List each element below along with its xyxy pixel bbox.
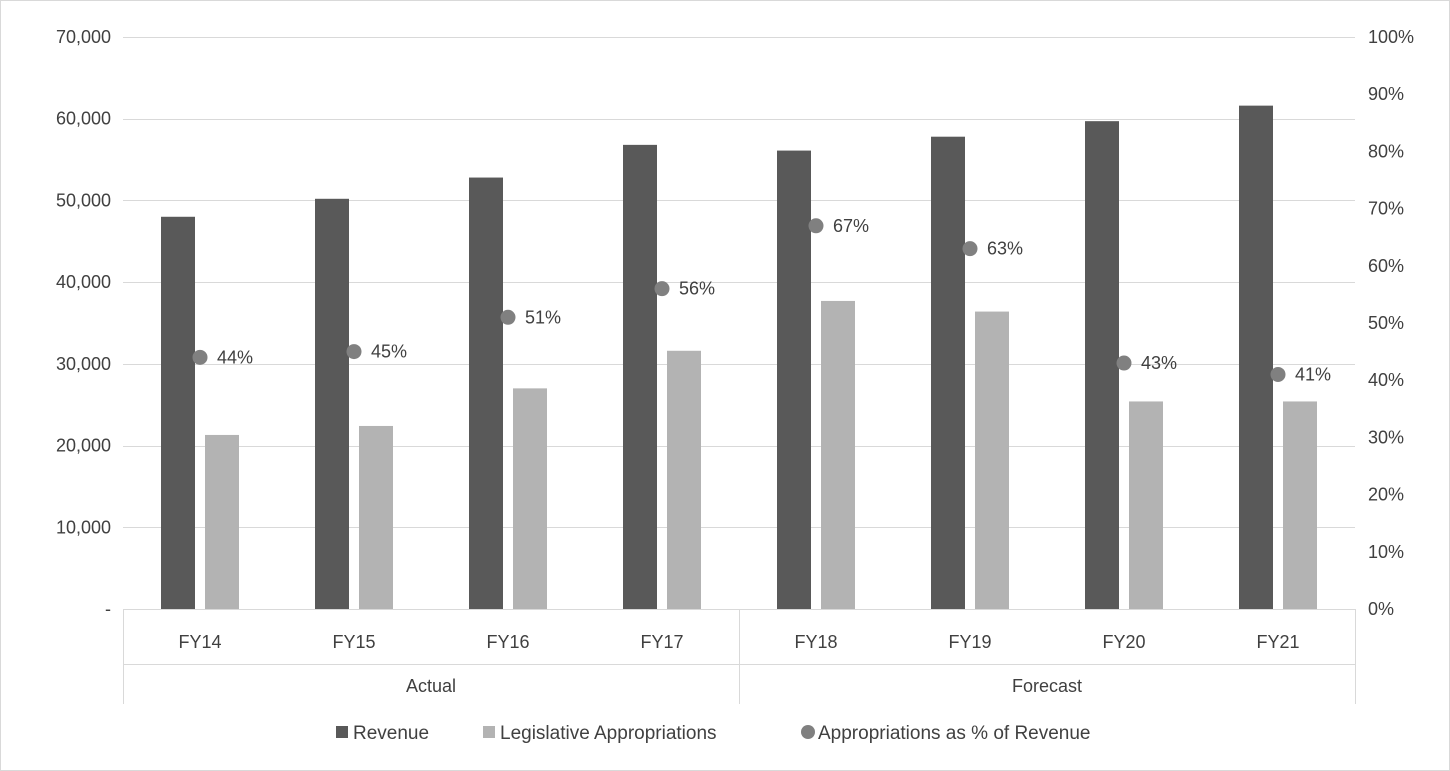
category-label: FY17 <box>640 632 683 652</box>
right-axis-tick-label: 0% <box>1368 599 1394 619</box>
legend-label-percent: Appropriations as % of Revenue <box>818 723 1091 744</box>
percent-data-label: 44% <box>217 347 253 367</box>
axis-ticks: - 10,000 20,000 30,000 40,000 50,000 60,000 70,… <box>56 27 1414 619</box>
right-axis-tick-label: 30% <box>1368 427 1404 447</box>
right-axis-tick-label: 20% <box>1368 485 1404 505</box>
category-label: FY21 <box>1256 632 1299 652</box>
revenue-bar <box>931 136 965 610</box>
category-label: FY16 <box>486 632 529 652</box>
category-label: FY15 <box>332 632 375 652</box>
percent-data-label: 43% <box>1141 353 1177 373</box>
percent-point <box>654 281 670 297</box>
percent-point <box>808 218 824 234</box>
revenue-bar <box>1085 121 1119 609</box>
percent-data-label: 63% <box>987 239 1023 259</box>
percent-point <box>1116 355 1132 371</box>
appropriations-bar <box>667 350 701 609</box>
legend-label-appropriations: Legislative Appropriations <box>500 723 717 744</box>
left-axis-tick-label: 10,000 <box>56 517 111 537</box>
percent-point <box>346 344 362 360</box>
category-group-label: Actual <box>406 676 456 696</box>
legend-swatch-appropriations <box>483 726 495 738</box>
revenue-bar <box>469 177 503 609</box>
revenue-bar <box>161 216 195 609</box>
revenue-bar <box>777 150 811 609</box>
left-axis-tick-label: - <box>105 599 111 619</box>
appropriations-bar <box>359 425 393 609</box>
percent-point <box>1270 366 1286 382</box>
appropriations-bar <box>1129 401 1163 609</box>
percent-data-label: 51% <box>525 307 561 327</box>
right-axis-tick-label: 80% <box>1368 141 1404 161</box>
percent-data-label: 56% <box>679 279 715 299</box>
percent-point <box>500 309 516 325</box>
bars <box>161 105 1317 610</box>
left-axis-tick-label: 30,000 <box>56 354 111 374</box>
category-label: FY20 <box>1102 632 1145 652</box>
percent-point <box>962 241 978 257</box>
appropriations-bar <box>205 434 239 609</box>
appropriations-bar <box>513 388 547 609</box>
percent-point <box>192 349 208 365</box>
percent-data-label: 45% <box>371 342 407 362</box>
category-label: FY18 <box>794 632 837 652</box>
right-axis-tick-label: 90% <box>1368 84 1404 104</box>
revenue-bar <box>623 144 657 609</box>
category-axis: Actual Forecast FY14 FY15 FY16 FY17 FY18 FY19 FY… <box>123 609 1356 704</box>
appropriations-bar <box>1283 401 1317 609</box>
percent-data-label: 41% <box>1295 364 1331 384</box>
right-axis-tick-label: 60% <box>1368 256 1404 276</box>
right-axis-tick-label: 40% <box>1368 370 1404 390</box>
right-axis-tick-label: 50% <box>1368 313 1404 333</box>
revenue-bar <box>1239 105 1273 609</box>
right-axis-tick-label: 10% <box>1368 542 1404 562</box>
appropriations-bar <box>821 300 855 609</box>
legend-label-revenue: Revenue <box>353 723 429 744</box>
left-axis-tick-label: 60,000 <box>56 109 111 129</box>
revenue-bar <box>315 198 349 609</box>
legend: Revenue Legislative Appropriations Appropr… <box>336 723 1091 744</box>
left-axis-tick-label: 70,000 <box>56 27 111 47</box>
legend-swatch-percent <box>801 725 815 739</box>
left-axis-tick-label: 40,000 <box>56 272 111 292</box>
left-axis-tick-label: 20,000 <box>56 436 111 456</box>
gridlines <box>123 37 1355 528</box>
appropriations-bar <box>975 311 1009 609</box>
category-group-label: Forecast <box>1012 676 1082 696</box>
percent-data-label: 67% <box>833 216 869 236</box>
category-label: FY19 <box>948 632 991 652</box>
legend-swatch-revenue <box>336 726 348 738</box>
category-label: FY14 <box>178 632 221 652</box>
percent-points: 44% 45% 51% 56% 67% 63% 43% 41% <box>192 216 1331 384</box>
left-axis-tick-label: 50,000 <box>56 190 111 210</box>
right-axis-tick-label: 100% <box>1368 27 1414 47</box>
right-axis-tick-label: 70% <box>1368 199 1404 219</box>
